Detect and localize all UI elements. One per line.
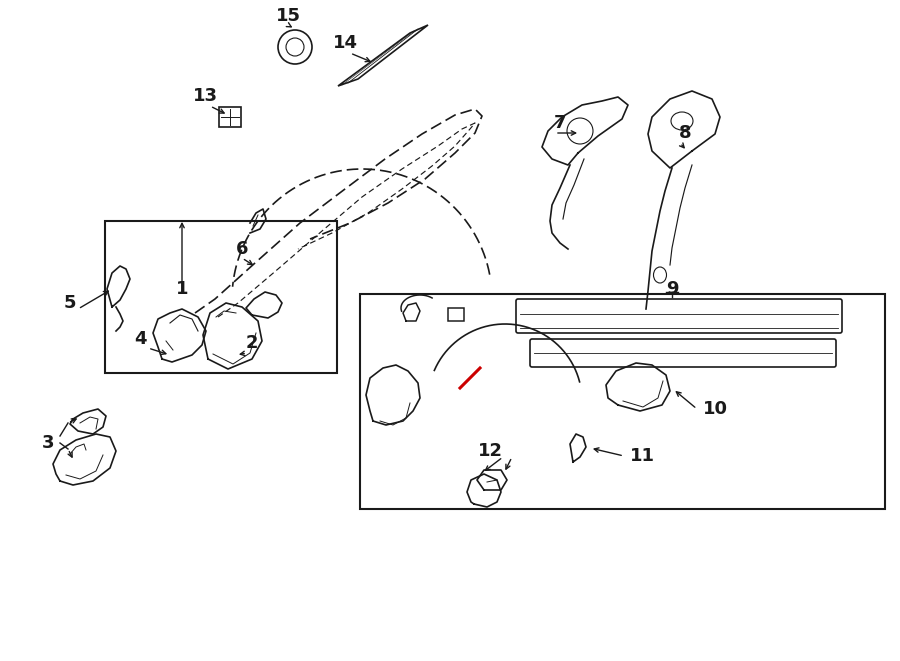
Bar [219, 107, 241, 127]
Text: 12: 12 [478, 442, 502, 460]
Text: 2: 2 [246, 334, 258, 352]
Bar [448, 308, 464, 321]
Text: 5: 5 [64, 294, 76, 312]
Text: 6: 6 [236, 240, 248, 258]
Bar [360, 294, 885, 509]
Text: 1: 1 [176, 280, 188, 298]
Text: 14: 14 [332, 34, 357, 52]
Text: 8: 8 [679, 124, 691, 142]
Text: 10: 10 [703, 400, 727, 418]
Text: 11: 11 [629, 447, 654, 465]
Text: 9: 9 [666, 280, 679, 298]
Text: 3: 3 [41, 434, 54, 452]
Text: 7: 7 [554, 114, 566, 132]
Text: 13: 13 [193, 87, 218, 105]
Text: 15: 15 [275, 7, 301, 25]
Text: 4: 4 [134, 330, 146, 348]
Bar [105, 221, 337, 373]
